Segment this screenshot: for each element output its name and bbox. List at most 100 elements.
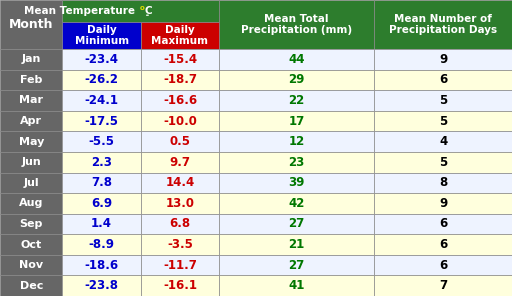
Bar bbox=[141, 90, 219, 111]
Text: 6: 6 bbox=[439, 218, 447, 231]
Bar bbox=[62, 214, 141, 234]
Bar bbox=[0, 131, 62, 152]
Text: -5.5: -5.5 bbox=[89, 135, 115, 148]
Text: 7.8: 7.8 bbox=[91, 176, 112, 189]
Text: 44: 44 bbox=[288, 53, 305, 66]
Bar bbox=[219, 255, 374, 275]
Text: -24.1: -24.1 bbox=[84, 94, 119, 107]
Text: 6: 6 bbox=[439, 238, 447, 251]
Text: 9: 9 bbox=[439, 53, 447, 66]
Text: Month: Month bbox=[9, 18, 53, 31]
Text: -16.6: -16.6 bbox=[163, 94, 197, 107]
Bar bbox=[374, 255, 512, 275]
Text: -17.5: -17.5 bbox=[84, 115, 119, 128]
Text: o: o bbox=[140, 4, 144, 10]
Text: C: C bbox=[145, 6, 153, 16]
Text: Jun: Jun bbox=[22, 157, 41, 167]
Bar bbox=[374, 70, 512, 90]
Bar bbox=[0, 214, 62, 234]
Text: -10.0: -10.0 bbox=[163, 115, 197, 128]
Bar bbox=[62, 255, 141, 275]
Bar bbox=[0, 255, 62, 275]
Bar bbox=[219, 111, 374, 131]
Text: 14.4: 14.4 bbox=[165, 176, 195, 189]
Text: 6: 6 bbox=[439, 73, 447, 86]
Text: 27: 27 bbox=[289, 259, 305, 272]
Text: -3.5: -3.5 bbox=[167, 238, 193, 251]
Bar bbox=[374, 214, 512, 234]
Text: 6.8: 6.8 bbox=[169, 218, 190, 231]
Text: Mean Total
Precipitation (mm): Mean Total Precipitation (mm) bbox=[241, 14, 352, 35]
Bar bbox=[62, 173, 141, 193]
Text: -18.7: -18.7 bbox=[163, 73, 197, 86]
Text: 13.0: 13.0 bbox=[165, 197, 195, 210]
Bar bbox=[219, 173, 374, 193]
Text: Jan: Jan bbox=[22, 54, 41, 64]
Bar bbox=[62, 131, 141, 152]
Text: Sep: Sep bbox=[19, 219, 43, 229]
Bar bbox=[62, 234, 141, 255]
Bar bbox=[141, 131, 219, 152]
Bar bbox=[141, 214, 219, 234]
Text: Aug: Aug bbox=[19, 198, 44, 208]
Bar bbox=[374, 173, 512, 193]
Bar bbox=[141, 173, 219, 193]
Text: 9.7: 9.7 bbox=[169, 156, 190, 169]
Bar bbox=[0, 234, 62, 255]
Bar bbox=[219, 193, 374, 214]
Text: 6: 6 bbox=[439, 259, 447, 272]
Bar bbox=[219, 152, 374, 173]
Text: 21: 21 bbox=[289, 238, 305, 251]
Text: Daily
Maximum: Daily Maximum bbox=[152, 25, 208, 46]
Bar bbox=[374, 152, 512, 173]
Bar bbox=[219, 234, 374, 255]
Bar bbox=[0, 0, 62, 49]
Bar bbox=[141, 49, 219, 70]
Text: 7: 7 bbox=[439, 279, 447, 292]
Bar bbox=[374, 131, 512, 152]
Text: 8: 8 bbox=[439, 176, 447, 189]
Bar bbox=[62, 111, 141, 131]
Bar bbox=[0, 152, 62, 173]
Bar bbox=[0, 49, 62, 70]
Bar bbox=[0, 173, 62, 193]
Bar bbox=[0, 90, 62, 111]
Bar bbox=[219, 214, 374, 234]
Text: 29: 29 bbox=[289, 73, 305, 86]
Text: -8.9: -8.9 bbox=[89, 238, 115, 251]
Text: 12: 12 bbox=[289, 135, 305, 148]
Text: 41: 41 bbox=[289, 279, 305, 292]
Bar bbox=[374, 49, 512, 70]
Text: 17: 17 bbox=[289, 115, 305, 128]
Text: Jul: Jul bbox=[24, 178, 39, 188]
Bar bbox=[141, 255, 219, 275]
Bar bbox=[141, 22, 219, 49]
Bar bbox=[62, 49, 141, 70]
Text: -26.2: -26.2 bbox=[84, 73, 119, 86]
Text: 22: 22 bbox=[289, 94, 305, 107]
Text: Mean Temperature: Mean Temperature bbox=[24, 6, 139, 16]
Bar bbox=[374, 193, 512, 214]
Text: 27: 27 bbox=[289, 218, 305, 231]
Text: 5: 5 bbox=[439, 115, 447, 128]
Bar bbox=[219, 70, 374, 90]
Text: Daily
Minimum: Daily Minimum bbox=[75, 25, 129, 46]
Text: 0.5: 0.5 bbox=[169, 135, 190, 148]
Text: 6.9: 6.9 bbox=[91, 197, 112, 210]
Bar bbox=[0, 111, 62, 131]
Text: Feb: Feb bbox=[20, 75, 42, 85]
Bar bbox=[0, 193, 62, 214]
Bar bbox=[62, 22, 141, 49]
Bar bbox=[62, 0, 219, 22]
Bar bbox=[141, 70, 219, 90]
Text: 4: 4 bbox=[439, 135, 447, 148]
Bar bbox=[0, 275, 62, 296]
Bar bbox=[374, 111, 512, 131]
Bar bbox=[374, 275, 512, 296]
Text: 5: 5 bbox=[439, 94, 447, 107]
Text: -23.4: -23.4 bbox=[84, 53, 119, 66]
Text: 1.4: 1.4 bbox=[91, 218, 112, 231]
Bar bbox=[219, 0, 374, 49]
Text: Mean Number of
Precipitation Days: Mean Number of Precipitation Days bbox=[389, 14, 497, 35]
Text: 9: 9 bbox=[439, 197, 447, 210]
